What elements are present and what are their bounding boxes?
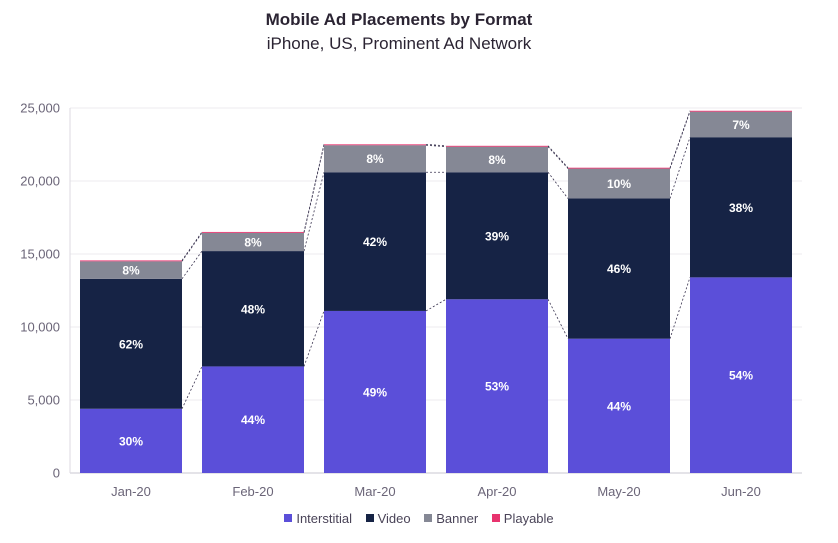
chart-title: Mobile Ad Placements by Format [265, 10, 533, 29]
data-label: 44% [241, 413, 265, 427]
y-tick-label: 0 [53, 466, 60, 481]
data-label: 44% [607, 399, 631, 413]
segment-connector [303, 144, 325, 233]
legend-label-interstitial: Interstitial [296, 510, 352, 526]
data-label: 30% [119, 434, 143, 448]
legend: Interstitial Video Banner Playable [0, 510, 838, 526]
data-label: 54% [729, 369, 753, 383]
y-tick-label: 5,000 [27, 393, 60, 408]
bar-segment-video [568, 198, 670, 339]
x-tick-label: Jun-20 [721, 484, 761, 499]
segment-connector [547, 171, 569, 199]
bar-segment-playable [568, 167, 670, 169]
segment-connector [181, 232, 203, 262]
segment-connector [425, 144, 447, 148]
segment-connector [547, 145, 569, 168]
bar-segment-playable [446, 145, 548, 147]
bar-segment-video [690, 137, 792, 278]
data-label: 48% [241, 302, 265, 316]
segment-connector [425, 298, 447, 312]
data-label: 10% [607, 177, 631, 191]
x-tick-label: Feb-20 [232, 484, 273, 499]
legend-swatch-banner [424, 514, 433, 522]
legend-swatch-video [365, 514, 374, 522]
data-label: 7% [732, 118, 750, 132]
bar-segment-playable [324, 144, 426, 146]
x-tick-label: Jan-20 [111, 484, 151, 499]
y-axis: 0 5,000 10,000 15,000 20,000 25,000 [20, 101, 60, 481]
x-tick-label: Mar-20 [354, 484, 395, 499]
y-tick-label: 20,000 [20, 174, 60, 189]
bar-segment-playable [202, 231, 304, 233]
x-tick-label: Apr-20 [477, 484, 516, 499]
bar-segment-banner [324, 145, 426, 173]
bar-segment-interstitial [690, 277, 792, 473]
y-tick-label: 25,000 [20, 101, 60, 116]
segment-connector [547, 146, 569, 169]
data-label: 8% [244, 235, 262, 249]
segment-connector [181, 366, 203, 409]
data-label: 8% [366, 152, 384, 166]
legend-item-playable: Playable [491, 510, 554, 526]
segment-connector [303, 172, 325, 252]
bar-segment-interstitial [202, 366, 304, 473]
legend-label-banner: Banner [436, 510, 479, 526]
y-tick-label: 10,000 [20, 320, 60, 335]
bar-segment-interstitial [446, 299, 548, 473]
grid-layer [69, 107, 802, 474]
segment-connector [669, 277, 691, 339]
segment-connector [181, 231, 203, 261]
x-axis: Jan-20 Feb-20 Mar-20 Apr-20 May-20 Jun-20 [111, 484, 761, 499]
bar-segment-video [324, 172, 426, 311]
bar-segment-playable [690, 110, 792, 112]
bar-segment-banner [80, 261, 182, 279]
legend-item-banner: Banner [424, 511, 478, 526]
data-label: 8% [488, 153, 506, 167]
segment-connector [669, 137, 691, 199]
bar-segment-video [202, 251, 304, 367]
bar-segment-video [446, 172, 548, 300]
legend-label-playable: Playable [503, 510, 554, 526]
data-label: 62% [119, 337, 143, 351]
bar-segment-banner [202, 232, 304, 252]
legend-item-video: Video [365, 510, 411, 526]
data-label: 46% [607, 262, 631, 276]
segment-connector [547, 299, 569, 339]
bar-segment-banner [568, 168, 670, 199]
legend-label-video: Video [377, 510, 411, 526]
bar-segment-interstitial [324, 310, 426, 473]
legend-item-interstitial: Interstitial [284, 511, 352, 526]
legend-swatch-interstitial [284, 514, 293, 522]
chart-subtitle: iPhone, US, Prominent Ad Network [266, 34, 532, 53]
bar-segment-interstitial [568, 338, 670, 473]
connector-layer [181, 110, 691, 409]
x-tick-label: May-20 [597, 484, 640, 499]
bar-segment-interstitial [80, 408, 182, 473]
segment-connector [425, 143, 447, 147]
data-label: 49% [363, 385, 387, 399]
segment-connector [303, 310, 325, 367]
bar-segment-banner [690, 111, 792, 138]
bar-layer [80, 110, 792, 473]
data-label: 38% [729, 201, 753, 215]
data-label: 39% [485, 229, 509, 243]
bar-segment-playable [80, 260, 182, 262]
y-tick-label: 15,000 [20, 247, 60, 262]
data-label: 8% [122, 264, 140, 278]
segment-connector [181, 250, 203, 280]
bar-segment-banner [446, 146, 548, 173]
data-label: 53% [485, 380, 509, 394]
legend-swatch-playable [491, 514, 500, 522]
data-label: 42% [363, 235, 387, 249]
bar-segment-video [80, 278, 182, 409]
label-layer: 30% 62% 8% 44% 48% 8% 49% 42% 8% 53% 39% 8% 44% 46% 10… [119, 118, 753, 448]
